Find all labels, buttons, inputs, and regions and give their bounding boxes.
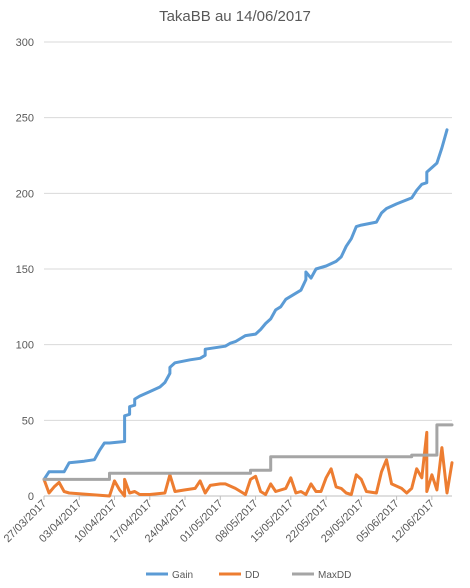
y-axis-ticks: 0 50 100 150 200 250 300	[16, 37, 34, 503]
legend-label-maxdd: MaxDD	[318, 570, 351, 581]
legend: Gain DD MaxDD	[146, 570, 351, 581]
y-tick-label: 0	[28, 491, 34, 503]
series-line-maxdd	[42, 423, 454, 481]
series-line-gain	[42, 128, 449, 481]
y-tick-label: 300	[16, 37, 34, 49]
gridlines	[44, 41, 452, 421]
legend-label-dd: DD	[245, 570, 259, 581]
x-axis-ticks: 27/03/201703/04/201710/04/201717/04/2017…	[2, 496, 437, 545]
y-tick-label: 100	[16, 340, 34, 352]
y-tick-label: 250	[16, 113, 34, 125]
legend-label-gain: Gain	[172, 570, 193, 581]
y-tick-label: 50	[22, 415, 34, 427]
chart-title: TakaBB au 14/06/2017	[159, 8, 311, 25]
series-lines	[42, 128, 454, 498]
y-tick-label: 200	[16, 188, 34, 200]
y-tick-label: 150	[16, 264, 34, 276]
series-line-dd	[42, 430, 454, 498]
